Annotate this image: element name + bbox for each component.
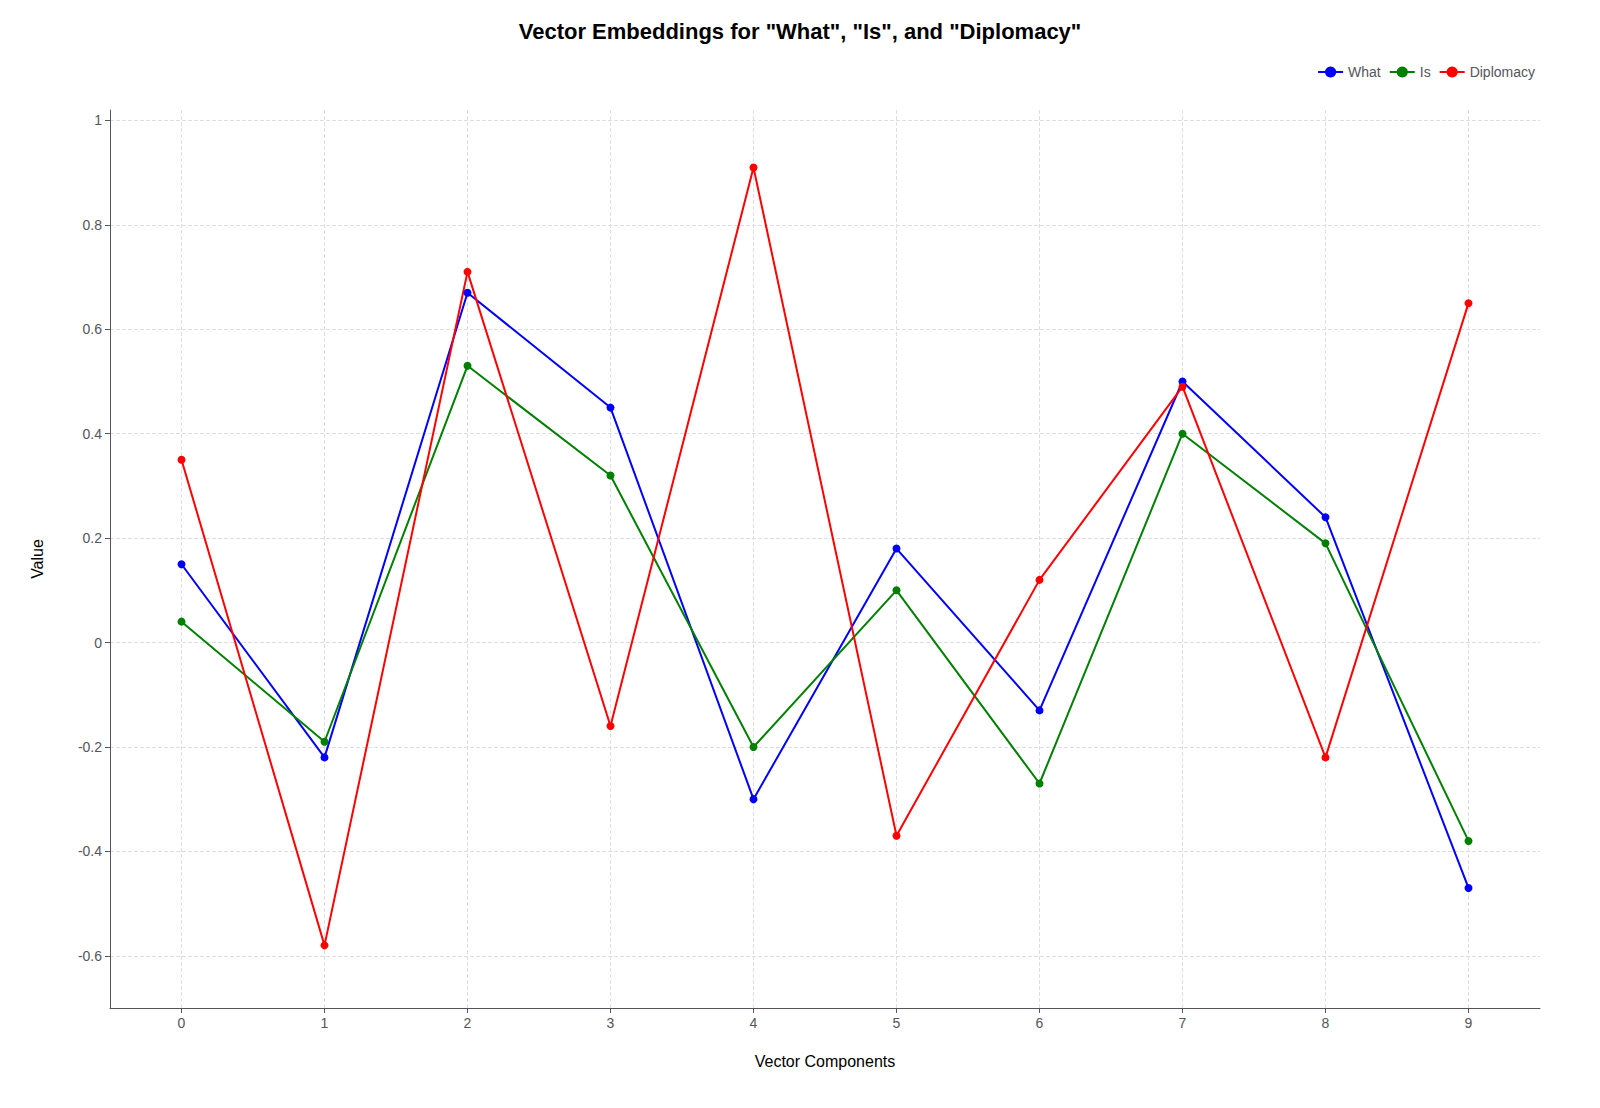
svg-text:8: 8	[1322, 1015, 1330, 1031]
svg-text:Is: Is	[1420, 64, 1431, 80]
svg-text:6: 6	[1036, 1015, 1044, 1031]
svg-text:-0.6: -0.6	[78, 948, 102, 964]
svg-text:5: 5	[893, 1015, 901, 1031]
svg-text:0.6: 0.6	[83, 321, 103, 337]
svg-text:What: What	[1348, 64, 1381, 80]
svg-text:0.4: 0.4	[83, 426, 103, 442]
svg-text:Vector Embeddings for "What",: Vector Embeddings for "What", "Is", and …	[519, 19, 1082, 44]
svg-text:-0.4: -0.4	[78, 843, 102, 859]
svg-text:9: 9	[1465, 1015, 1473, 1031]
svg-text:0: 0	[178, 1015, 186, 1031]
svg-text:3: 3	[607, 1015, 615, 1031]
svg-text:Diplomacy: Diplomacy	[1470, 64, 1535, 80]
svg-text:-0.2: -0.2	[78, 739, 102, 755]
svg-text:Vector Components: Vector Components	[755, 1053, 896, 1070]
svg-text:4: 4	[750, 1015, 758, 1031]
svg-text:Value: Value	[29, 539, 46, 579]
svg-text:1: 1	[321, 1015, 329, 1031]
svg-text:0: 0	[94, 635, 102, 651]
svg-text:7: 7	[1179, 1015, 1187, 1031]
svg-text:2: 2	[464, 1015, 472, 1031]
svg-text:0.2: 0.2	[83, 530, 103, 546]
svg-text:0.8: 0.8	[83, 217, 103, 233]
svg-text:1: 1	[94, 112, 102, 128]
